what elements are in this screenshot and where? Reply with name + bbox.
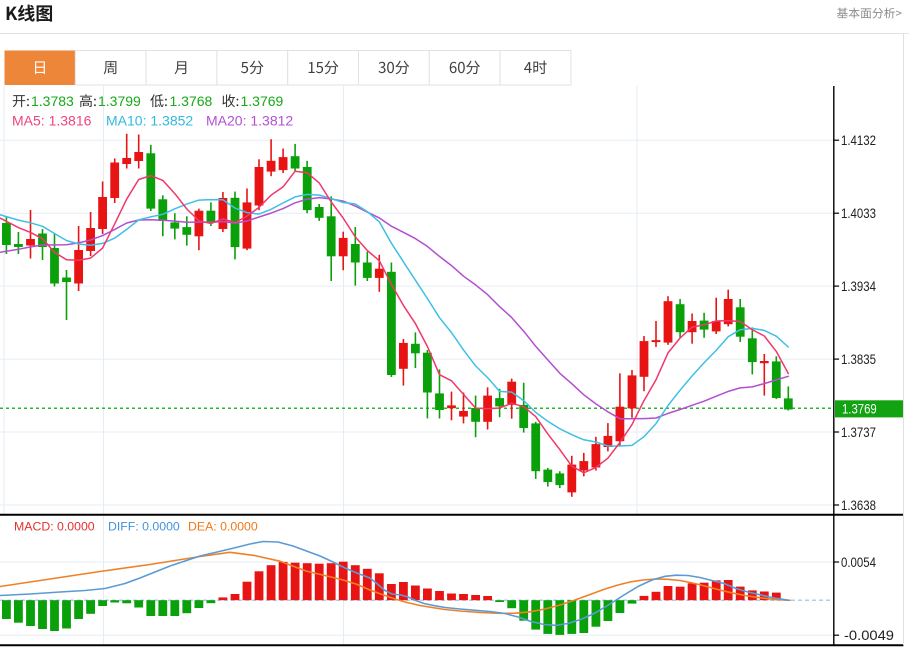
svg-text:1.4132: 1.4132 [841, 132, 876, 148]
svg-text:1.4033: 1.4033 [841, 205, 876, 221]
svg-text:1.3835: 1.3835 [841, 351, 876, 367]
svg-text:1.3769: 1.3769 [842, 401, 877, 417]
svg-text:1.3737: 1.3737 [841, 424, 876, 440]
svg-text:0.0054: 0.0054 [841, 554, 876, 570]
svg-text:-0.0049: -0.0049 [844, 627, 894, 643]
svg-text:1.3934: 1.3934 [841, 278, 876, 294]
svg-text:1.3638: 1.3638 [841, 497, 876, 513]
